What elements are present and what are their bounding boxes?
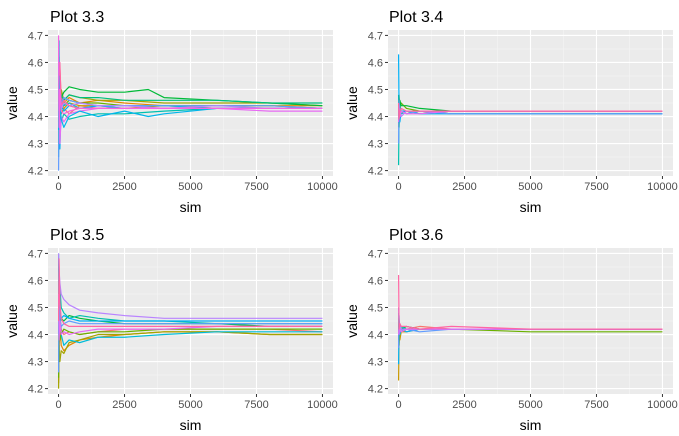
y-tick-label: 4.7 xyxy=(368,30,383,42)
y-tick-label: 4.7 xyxy=(28,30,43,42)
y-tick-label: 4.5 xyxy=(28,302,43,314)
x-tick-label: 10000 xyxy=(307,399,338,411)
y-axis-label: value xyxy=(344,304,360,338)
series-line xyxy=(397,102,663,120)
y-tick-label: 4.3 xyxy=(28,357,43,369)
series-line xyxy=(57,75,323,131)
y-tick-label: 4.4 xyxy=(28,112,43,124)
y-tick-label: 4.5 xyxy=(368,84,383,96)
series-group xyxy=(397,275,663,381)
y-tick-label: 4.6 xyxy=(28,57,43,69)
x-tick-label: 7500 xyxy=(584,181,608,193)
y-axis-label: value xyxy=(344,86,360,120)
x-tick-label: 5000 xyxy=(178,399,202,411)
series-line xyxy=(57,301,323,373)
x-tick-label: 7500 xyxy=(244,399,268,411)
panel-title: Plot 3.3 xyxy=(50,9,104,26)
series-line xyxy=(57,258,323,328)
x-tick-label: 2500 xyxy=(452,399,476,411)
x-axis-label: sim xyxy=(180,417,202,433)
panel-title: Plot 3.5 xyxy=(50,227,104,244)
y-tick-label: 4.6 xyxy=(28,275,43,287)
x-tick-label: 10000 xyxy=(647,399,678,411)
y-tick-label: 4.2 xyxy=(28,166,43,178)
y-tick-label: 4.2 xyxy=(368,166,383,178)
y-tick-label: 4.3 xyxy=(368,139,383,151)
y-axis-label: value xyxy=(4,86,20,120)
facet-panel: 0 2500 5000 7500 10000 4.2 4.3 4.4 4.5 4.6 4.7 Plot… xyxy=(4,9,338,215)
y-tick-label: 4.4 xyxy=(28,330,43,342)
x-tick-label: 2500 xyxy=(112,399,136,411)
y-tick-label: 4.5 xyxy=(28,84,43,96)
x-tick-label: 2500 xyxy=(452,181,476,193)
x-tick-label: 0 xyxy=(55,181,61,193)
series-line xyxy=(57,306,323,378)
y-tick-label: 4.2 xyxy=(368,384,383,396)
panel-title: Plot 3.6 xyxy=(389,227,443,244)
y-tick-label: 4.3 xyxy=(368,357,383,369)
x-axis-label: sim xyxy=(520,199,542,215)
y-tick-label: 4.4 xyxy=(368,112,383,124)
x-axis-label: sim xyxy=(520,417,542,433)
x-tick-label: 10000 xyxy=(647,181,678,193)
x-tick-label: 0 xyxy=(55,399,61,411)
x-tick-label: 5000 xyxy=(518,399,542,411)
x-tick-label: 0 xyxy=(395,181,401,193)
facet-panel: 0 2500 5000 7500 10000 4.2 4.3 4.4 4.5 4.6 4.7 Plot… xyxy=(344,9,678,215)
y-tick-label: 4.6 xyxy=(368,275,383,287)
y-tick-label: 4.4 xyxy=(368,330,383,342)
x-tick-label: 10000 xyxy=(307,181,338,193)
facet-panel: 0 2500 5000 7500 10000 4.2 4.3 4.4 4.5 4.6 4.7 Plot… xyxy=(344,227,678,433)
series-group xyxy=(57,253,323,389)
x-tick-label: 7500 xyxy=(584,399,608,411)
y-tick-label: 4.6 xyxy=(368,57,383,69)
x-tick-label: 7500 xyxy=(244,181,268,193)
y-tick-label: 4.2 xyxy=(28,384,43,396)
y-tick-label: 4.5 xyxy=(368,302,383,314)
y-tick-label: 4.3 xyxy=(28,139,43,151)
x-tick-label: 5000 xyxy=(518,181,542,193)
x-tick-label: 5000 xyxy=(178,181,202,193)
series-group xyxy=(397,54,663,166)
y-tick-label: 4.7 xyxy=(28,248,43,260)
x-tick-label: 0 xyxy=(395,399,401,411)
series-line xyxy=(57,35,323,128)
y-axis-label: value xyxy=(4,304,20,338)
series-line xyxy=(397,275,663,330)
x-tick-label: 2500 xyxy=(112,181,136,193)
facet-panel: 0 2500 5000 7500 10000 4.2 4.3 4.4 4.5 4.6 4.7 Plot… xyxy=(4,227,338,433)
y-tick-label: 4.7 xyxy=(368,248,383,260)
series-group xyxy=(57,35,323,171)
panel-title: Plot 3.4 xyxy=(389,9,443,26)
x-axis-label: sim xyxy=(180,199,202,215)
